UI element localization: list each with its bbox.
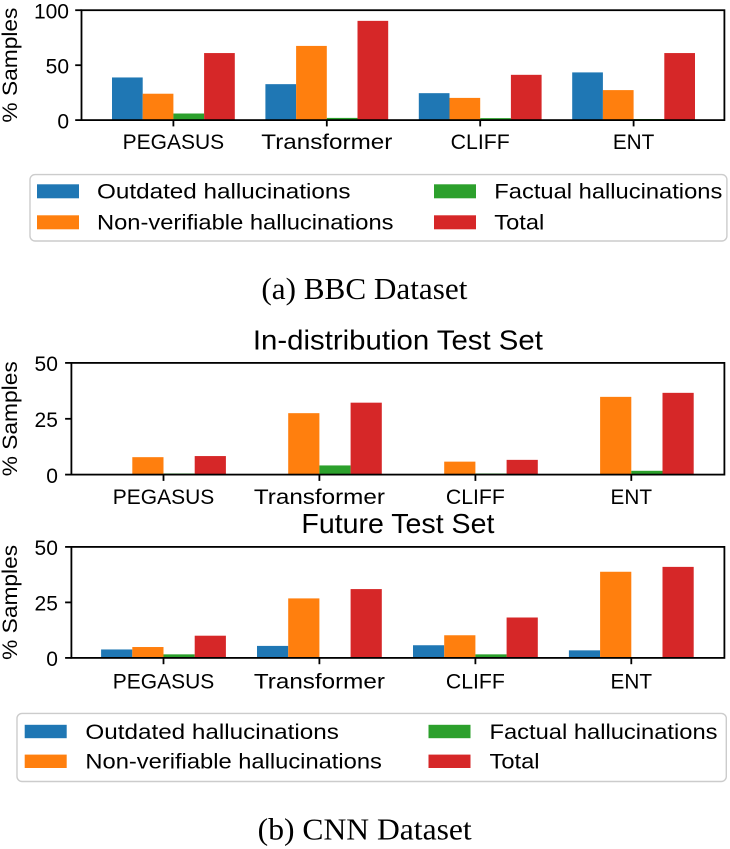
svg-text:ENT: ENT <box>611 486 653 509</box>
svg-text:Outdated hallucinations: Outdated hallucinations <box>85 721 339 744</box>
svg-text:(a) BBC Dataset: (a) BBC Dataset <box>261 272 468 306</box>
svg-text:Transformer: Transformer <box>261 131 392 154</box>
svg-text:% Samples: % Samples <box>0 545 22 660</box>
svg-text:Total: Total <box>490 751 540 774</box>
svg-text:ENT: ENT <box>613 131 655 154</box>
svg-text:Factual hallucinations: Factual hallucinations <box>494 181 722 204</box>
svg-text:% Samples: % Samples <box>0 8 22 123</box>
svg-text:Future Test Set: Future Test Set <box>301 508 494 539</box>
svg-text:25: 25 <box>35 593 58 616</box>
svg-text:ENT: ENT <box>611 671 653 694</box>
svg-text:CLIFF: CLIFF <box>451 131 510 154</box>
svg-text:0: 0 <box>46 465 58 488</box>
svg-text:50: 50 <box>46 55 69 78</box>
svg-text:Transformer: Transformer <box>254 671 385 694</box>
svg-text:Factual hallucinations: Factual hallucinations <box>490 721 718 744</box>
svg-text:25: 25 <box>35 409 58 432</box>
svg-text:Non-verifiable hallucinations: Non-verifiable hallucinations <box>85 751 382 774</box>
svg-text:Non-verifiable hallucinations: Non-verifiable hallucinations <box>97 212 394 235</box>
svg-text:Transformer: Transformer <box>254 486 385 509</box>
svg-text:50: 50 <box>35 537 58 560</box>
svg-text:CLIFF: CLIFF <box>446 671 505 694</box>
svg-text:% Samples: % Samples <box>0 361 22 476</box>
svg-text:0: 0 <box>46 648 58 671</box>
svg-text:50: 50 <box>35 353 58 376</box>
svg-text:PEGASUS: PEGASUS <box>113 671 215 694</box>
svg-text:0: 0 <box>57 110 69 133</box>
svg-text:PEGASUS: PEGASUS <box>113 486 215 509</box>
svg-text:(b) CNN Dataset: (b) CNN Dataset <box>258 813 473 847</box>
svg-text:Total: Total <box>494 212 544 235</box>
svg-text:CLIFF: CLIFF <box>446 486 505 509</box>
svg-text:PEGASUS: PEGASUS <box>123 131 225 154</box>
svg-text:Outdated hallucinations: Outdated hallucinations <box>97 181 351 204</box>
svg-text:100: 100 <box>34 0 69 23</box>
svg-text:In-distribution Test Set: In-distribution Test Set <box>253 324 543 355</box>
